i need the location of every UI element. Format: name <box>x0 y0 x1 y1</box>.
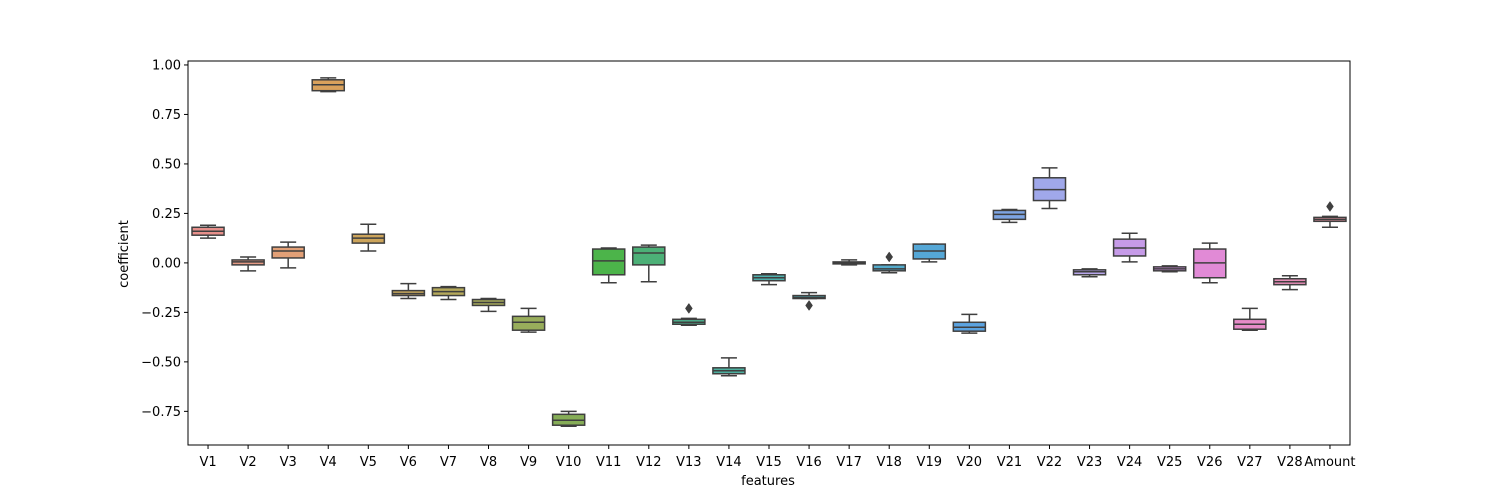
box-body <box>591 248 626 276</box>
box-v27 <box>1233 307 1267 331</box>
y-axis: 1.00 0.75 0.50 0.25 0.00 −0.25 −0.50 −0.75 <box>141 58 188 420</box>
x-tick-label: V15 <box>756 455 781 470</box>
x-axis: V1 V2 V3 V4 V5 V6 V7 V8 V9 V10 V11 V12 V13 V14 V15 V16 V… <box>199 445 1356 470</box>
box-v4 <box>311 77 346 93</box>
box-v26 <box>1192 242 1227 284</box>
outlier-point <box>805 300 813 311</box>
y-tick-label: −0.50 <box>141 355 181 370</box>
box-v2 <box>231 256 265 272</box>
box-v22 <box>1032 167 1067 210</box>
x-tick-label: V21 <box>997 455 1022 470</box>
box-v12 <box>632 244 666 283</box>
box-v25 <box>1152 265 1187 273</box>
box-v28 <box>1273 275 1307 291</box>
x-tick-label: V22 <box>1037 455 1062 470</box>
x-tick-label: V4 <box>320 455 337 470</box>
x-tick-label: V11 <box>596 455 621 470</box>
box-v21 <box>992 208 1027 224</box>
box-v8 <box>471 297 506 313</box>
x-tick-label: V24 <box>1117 455 1142 470</box>
box-v16 <box>792 291 826 311</box>
box-v3 <box>271 241 305 269</box>
y-tick-label: 1.00 <box>152 58 181 73</box>
box-v13 <box>672 302 706 326</box>
y-tick-label: 0.00 <box>152 256 181 271</box>
box-body <box>511 315 546 331</box>
x-tick-label: V27 <box>1237 455 1262 470</box>
y-tick-label: 0.50 <box>152 157 181 172</box>
x-tick-label: V20 <box>957 455 982 470</box>
x-tick-label: V25 <box>1157 455 1182 470</box>
y-tick-label: −0.25 <box>141 306 181 321</box>
outlier-point <box>1326 201 1334 212</box>
x-tick-label: V3 <box>280 455 297 470</box>
x-tick-label: V9 <box>520 455 537 470</box>
x-tick-label: V8 <box>480 455 497 470</box>
x-tick-label: V16 <box>796 455 821 470</box>
x-tick-label: V10 <box>556 455 581 470</box>
x-tick-label: Amount <box>1304 455 1355 470</box>
box-v24 <box>1112 232 1147 263</box>
x-tick-label: V13 <box>676 455 701 470</box>
y-tick-label: 0.25 <box>152 207 181 222</box>
x-tick-label: V17 <box>836 455 861 470</box>
plot-frame <box>187 60 1351 446</box>
box-v19 <box>912 243 947 263</box>
x-tick-label: V18 <box>876 455 901 470</box>
x-tick-label: V6 <box>400 455 417 470</box>
x-tick-label: V2 <box>240 455 257 470</box>
box-v5 <box>351 223 386 252</box>
box-v18 <box>872 251 906 274</box>
box-v17 <box>832 259 866 266</box>
box-v10 <box>551 410 586 427</box>
box-v20 <box>952 313 987 334</box>
box-amount <box>1313 201 1347 229</box>
box-body <box>632 246 666 266</box>
x-tick-label: V5 <box>360 455 377 470</box>
y-tick-label: 0.75 <box>152 108 181 123</box>
x-tick-label: V23 <box>1077 455 1102 470</box>
x-tick-label: V14 <box>716 455 741 470</box>
outlier-point <box>885 251 894 263</box>
x-tick-label: V12 <box>636 455 661 470</box>
box-v1 <box>191 224 225 239</box>
x-tick-label: V7 <box>440 455 457 470</box>
y-axis-title: coefficient <box>117 220 132 288</box>
box-v9 <box>511 307 546 333</box>
x-tick-label: V26 <box>1197 455 1222 470</box>
plot-area <box>191 77 1347 427</box>
box-v14 <box>712 357 746 377</box>
x-tick-label: V1 <box>199 455 216 470</box>
y-tick-label: −0.75 <box>141 405 181 420</box>
x-tick-label: V28 <box>1277 455 1302 470</box>
x-tick-label: V19 <box>917 455 942 470</box>
box-v23 <box>1072 268 1107 278</box>
outlier-point <box>685 302 693 314</box>
box-v7 <box>431 285 466 301</box>
box-v6 <box>391 282 426 300</box>
box-body <box>872 264 906 272</box>
box-v15 <box>752 273 786 286</box>
box-v11 <box>591 247 626 284</box>
x-axis-title: features <box>741 474 795 489</box>
box-body <box>271 246 305 259</box>
